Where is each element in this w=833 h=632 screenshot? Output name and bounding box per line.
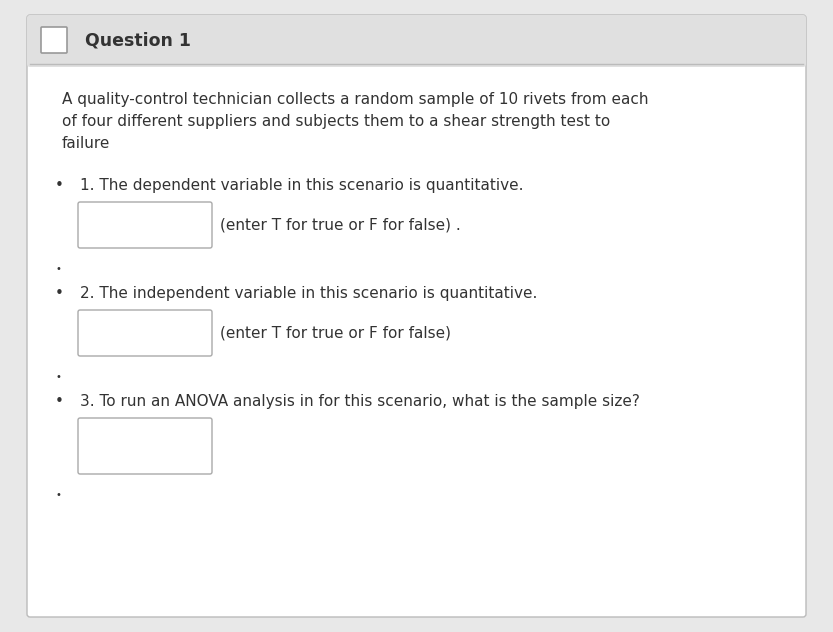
FancyBboxPatch shape: [78, 202, 212, 248]
FancyBboxPatch shape: [78, 418, 212, 474]
Text: •: •: [55, 490, 61, 500]
Text: •: •: [55, 178, 64, 193]
Text: (enter T for true or F for false) .: (enter T for true or F for false) .: [220, 217, 461, 233]
FancyBboxPatch shape: [27, 15, 806, 67]
Text: failure: failure: [62, 136, 111, 151]
FancyBboxPatch shape: [78, 310, 212, 356]
Text: 1. The dependent variable in this scenario is quantitative.: 1. The dependent variable in this scenar…: [80, 178, 523, 193]
Text: 3. To run an ANOVA analysis in for this scenario, what is the sample size?: 3. To run an ANOVA analysis in for this …: [80, 394, 640, 409]
Text: •: •: [55, 372, 61, 382]
FancyBboxPatch shape: [27, 15, 806, 617]
Text: •: •: [55, 286, 64, 301]
Text: •: •: [55, 264, 61, 274]
FancyBboxPatch shape: [41, 27, 67, 53]
Bar: [30, 18, 803, 64]
Text: 2. The independent variable in this scenario is quantitative.: 2. The independent variable in this scen…: [80, 286, 537, 301]
Text: •: •: [55, 394, 64, 409]
Text: of four different suppliers and subjects them to a shear strength test to: of four different suppliers and subjects…: [62, 114, 611, 129]
Text: (enter T for true or F for false): (enter T for true or F for false): [220, 325, 451, 341]
Text: Question 1: Question 1: [85, 32, 191, 50]
Text: A quality-control technician collects a random sample of 10 rivets from each: A quality-control technician collects a …: [62, 92, 649, 107]
